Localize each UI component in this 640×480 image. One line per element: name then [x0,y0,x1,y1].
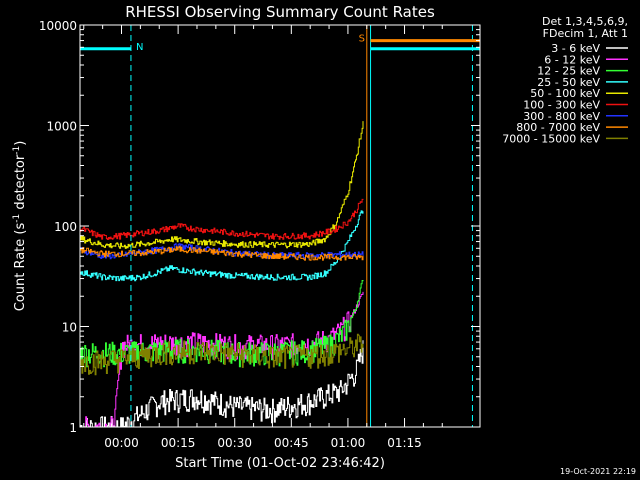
plot-frame [79,24,481,428]
series-line-6 [80,198,364,240]
series-line-9 [80,333,364,376]
x-tick-label: 00:00 [104,436,139,450]
x-axis: 00:00 00:15 00:30 00:45 01:00 01:15 [83,25,481,450]
legend-entry-label: 50 - 100 keV [530,87,600,100]
y-tick-label: 10 [62,321,77,335]
y-axis-label-part: detector [13,154,28,214]
series-line-8 [80,245,364,261]
x-tick-label: 00:45 [274,436,309,450]
x-tick-label: 00:30 [217,436,252,450]
y-tick-label: 1000 [46,120,77,134]
series-line-5 [80,121,364,249]
legend-entry-label: 800 - 7000 keV [516,121,600,134]
y-tick-label: 100 [54,220,77,234]
legend-entry-label: 6 - 12 keV [544,53,600,66]
legend-header: Det 1,3,4,5,6,9, [542,15,628,28]
legend-entry-label: 12 - 25 keV [537,65,600,78]
series-line-4 [80,210,364,282]
series-line-7 [80,243,364,260]
y-axis-label-part: Count Rate (s [13,223,28,312]
y-axis-label-sup: -1 [12,214,22,223]
y-axis-label-part: ) [13,141,28,146]
chart-title: RHESSI Observing Summary Count Rates [125,3,435,21]
legend-entry-label: 3 - 6 keV [551,42,600,55]
flag-label: N [136,42,143,53]
y-axis-label: Count Rate (s-1 detector-1) [12,141,28,312]
data-layer: NS [80,25,480,428]
legend-entry-label: 25 - 50 keV [537,76,600,89]
y-tick-label: 1 [69,421,77,435]
x-axis-label: Start Time (01-Oct-02 23:46:42) [175,456,385,471]
flag-label: S [359,34,365,45]
legend-header: FDecim 1, Att 1 [543,27,628,40]
legend-entry-label: 300 - 800 keV [523,110,600,123]
series-line-1 [80,340,364,428]
y-axis-label-sup: -1 [12,146,22,155]
y-tick-label: 10000 [39,19,77,33]
y-axis: 1 10 100 1000 10000 [39,19,480,435]
legend-entry-label: 7000 - 15000 keV [502,132,600,145]
x-tick-label: 01:00 [331,436,366,450]
legend-entry-label: 100 - 300 keV [523,99,600,112]
footer-timestamp: 19-Oct-2021 22:19 [560,467,636,476]
x-tick-label: 00:15 [161,436,196,450]
x-tick-label: 01:15 [387,436,422,450]
legend: Det 1,3,4,5,6,9,FDecim 1, Att 1 3 - 6 keV… [502,15,628,145]
